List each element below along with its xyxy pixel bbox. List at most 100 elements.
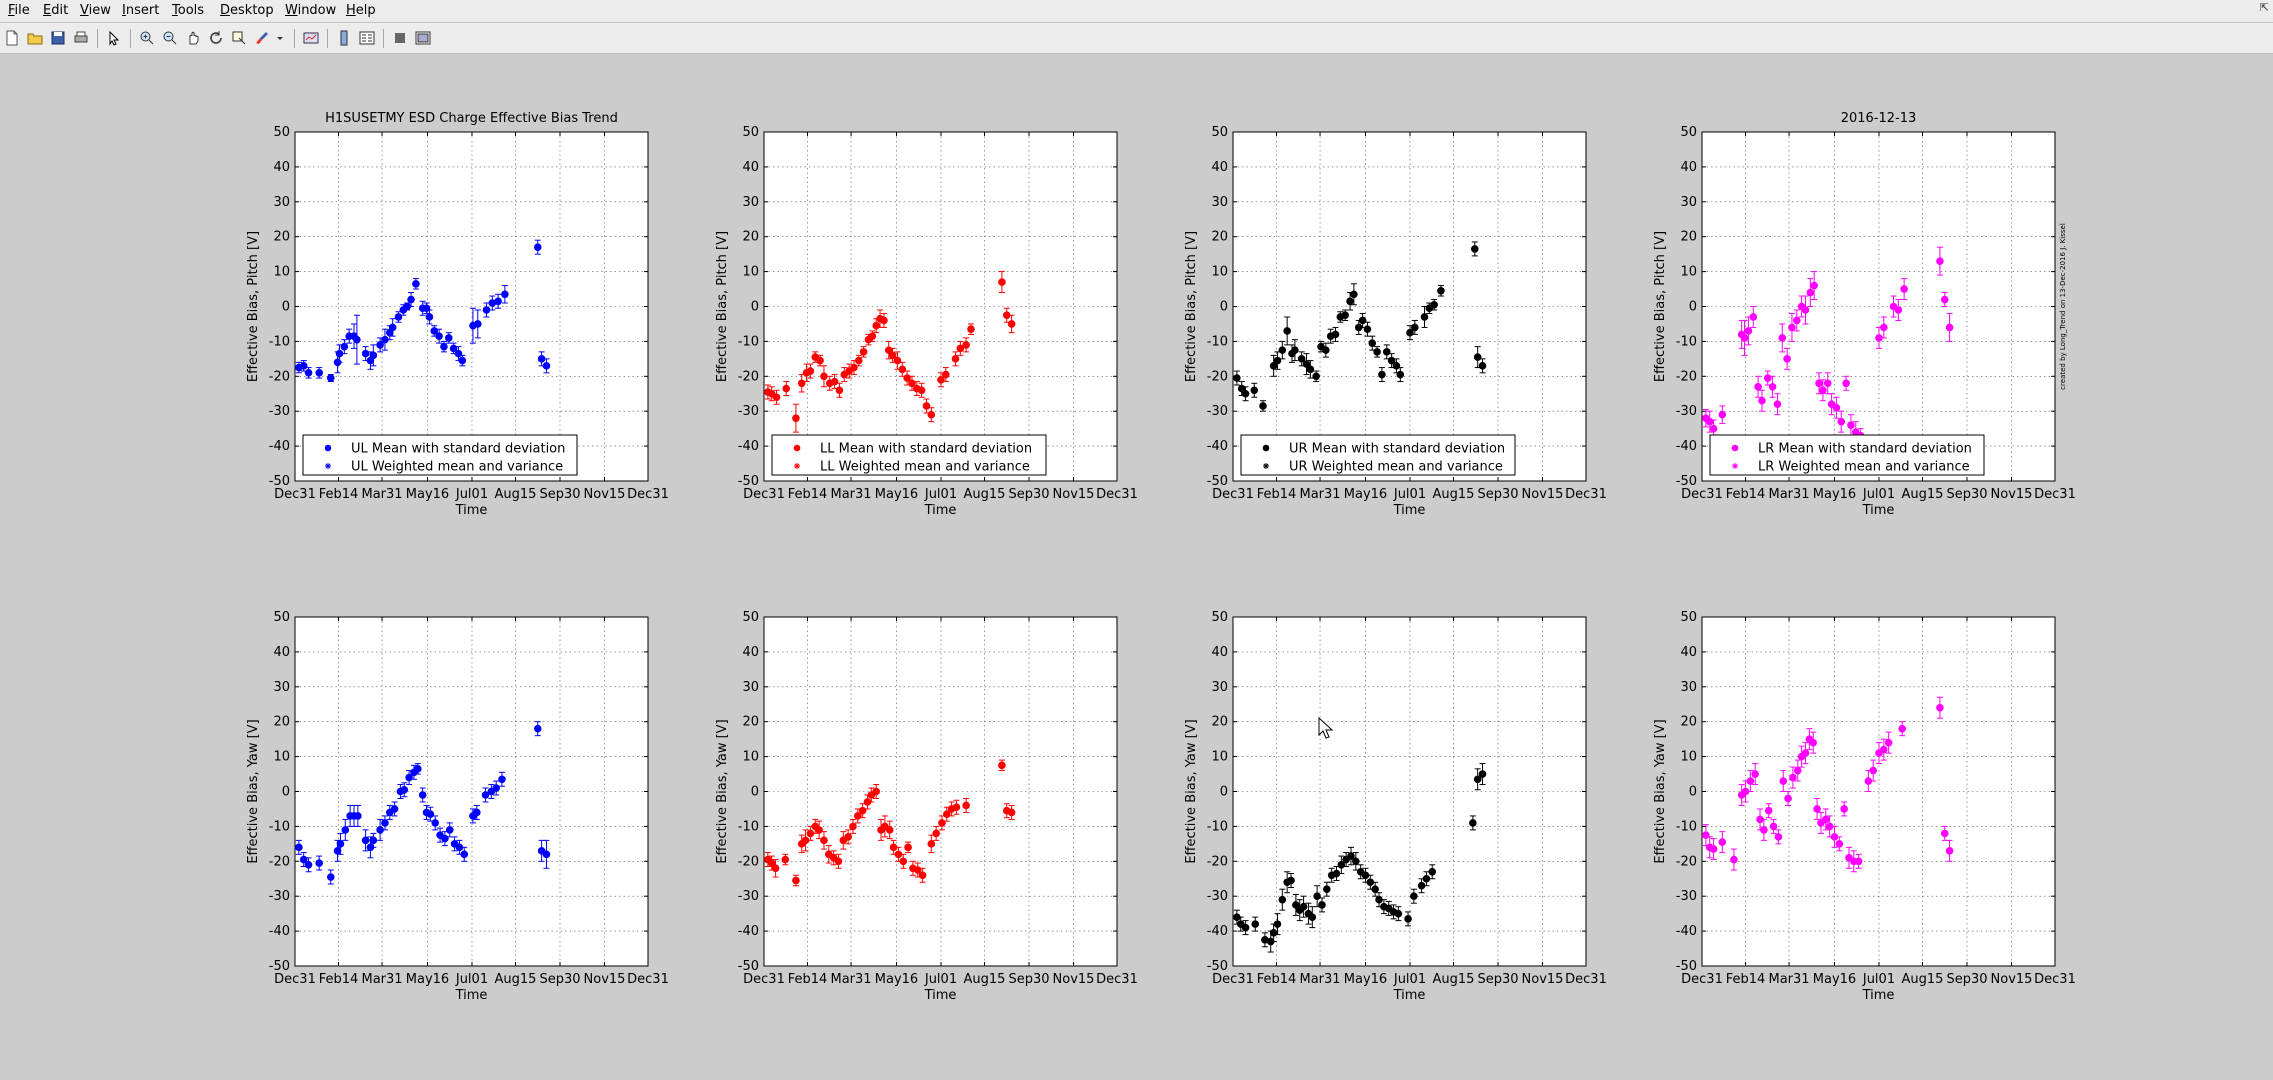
data-point-star [1752,771,1759,778]
x-tick-label: May16 [1813,487,1856,502]
y-tick-label: 50 [1680,125,1697,140]
pointer-icon[interactable] [104,28,124,48]
data-point-star [764,389,771,396]
zoom-out-icon[interactable] [160,28,180,48]
y-tick-label: -20 [738,854,759,869]
legend-icon[interactable] [357,28,377,48]
rotate-icon[interactable] [206,28,226,48]
data-point-star [1296,907,1303,914]
data-point-star [820,373,827,380]
data-point-star [1421,313,1428,320]
menu-view[interactable]: View [80,3,111,18]
legend-marker [793,444,801,452]
pan-icon[interactable] [183,28,203,48]
data-point-star [1843,380,1850,387]
y-tick-label: 10 [1211,265,1228,280]
data-point-star [1350,291,1357,298]
y-tick-label: -40 [269,924,290,939]
x-axis-label: Time [1862,503,1895,518]
x-tick-label: Dec31 [1565,487,1607,502]
toolbar [0,23,2273,54]
menu-desktop[interactable]: Desktop [220,3,274,18]
data-point-star [1807,289,1814,296]
menu-edit[interactable]: Edit [43,3,69,18]
brush-icon[interactable] [252,28,272,48]
data-point-star [817,357,824,364]
menu-window[interactable]: Window [285,3,337,18]
data-point-star [1755,383,1762,390]
series-ul-star [295,725,550,881]
colorbar-icon[interactable] [334,28,354,48]
x-tick-label: Feb14 [319,972,359,987]
new-figure-icon[interactable] [2,28,22,48]
y-tick-label: 0 [1220,300,1228,315]
menu-insert[interactable]: Insert [122,3,160,18]
y-axis-label: Effective Bias, Pitch [V] [715,231,730,382]
zoom-in-icon[interactable] [137,28,157,48]
data-point-star [336,350,343,357]
x-tick-label: May16 [1813,972,1856,987]
data-point-star [362,350,369,357]
x-tick-label: Aug15 [1902,972,1944,987]
print-icon[interactable] [71,28,91,48]
x-tick-label: Dec31 [743,487,785,502]
data-point-star [850,364,857,371]
brush-dropdown-icon[interactable] [275,28,285,48]
y-tick-label: -10 [738,334,759,349]
data-point-star [1941,830,1948,837]
menu-file[interactable]: File [8,3,30,18]
x-tick-label: Jul01 [1862,487,1895,502]
menu-help[interactable]: Help [346,3,376,18]
data-point-star [498,776,505,783]
y-tick-label: -50 [1207,474,1228,489]
data-point-star [1233,914,1240,921]
data-point-star [1719,839,1726,846]
y-tick-label: 20 [742,715,759,730]
hide-plot-tools-icon[interactable] [390,28,410,48]
data-point-star [1822,816,1829,823]
data-point-star [1397,371,1404,378]
data-point-star [305,369,312,376]
data-point-star [1385,905,1392,912]
y-tick-label: 10 [1680,750,1697,765]
y-tick-label: 40 [273,160,290,175]
data-point-star [1405,915,1412,922]
data-point-star [1774,401,1781,408]
y-tick-label: 50 [742,610,759,625]
created-by-note: created by Long_Trend on 13-Dec-2016 J. … [2059,223,2067,390]
data-point-star [1850,858,1857,865]
data-point-star [1259,402,1266,409]
undock-icon[interactable]: ⇱ [2259,1,2269,14]
y-tick-label: -40 [269,439,290,454]
show-plot-tools-icon[interactable] [413,28,433,48]
save-icon[interactable] [48,28,68,48]
data-point-star [1374,348,1381,355]
series-ll-star [764,279,1015,422]
x-tick-label: May16 [406,972,449,987]
data-point-star [1393,362,1400,369]
menu-tools[interactable]: Tools [172,3,205,18]
data-point-star [1378,371,1385,378]
y-tick-label: 20 [273,230,290,245]
data-point-star [783,385,790,392]
link-plot-icon[interactable] [301,28,321,48]
y-tick-label: -30 [1676,404,1697,419]
data-point-star [1901,286,1908,293]
data-point-star [768,860,775,867]
data-point-star [427,811,434,818]
data-point-star [426,313,433,320]
data-point-star [1291,347,1298,354]
data-cursor-icon[interactable] [229,28,249,48]
data-point-star [337,840,344,847]
data-point-star [1780,778,1787,785]
open-file-icon[interactable] [25,28,45,48]
data-point-star [942,371,949,378]
y-tick-label: -50 [269,959,290,974]
data-point-star [1362,872,1369,879]
x-tick-label: Feb14 [319,487,359,502]
data-point-star [445,334,452,341]
data-point-star [1747,778,1754,785]
legend-entry: LR Weighted mean and variance [1758,460,1970,475]
data-point-star [865,336,872,343]
